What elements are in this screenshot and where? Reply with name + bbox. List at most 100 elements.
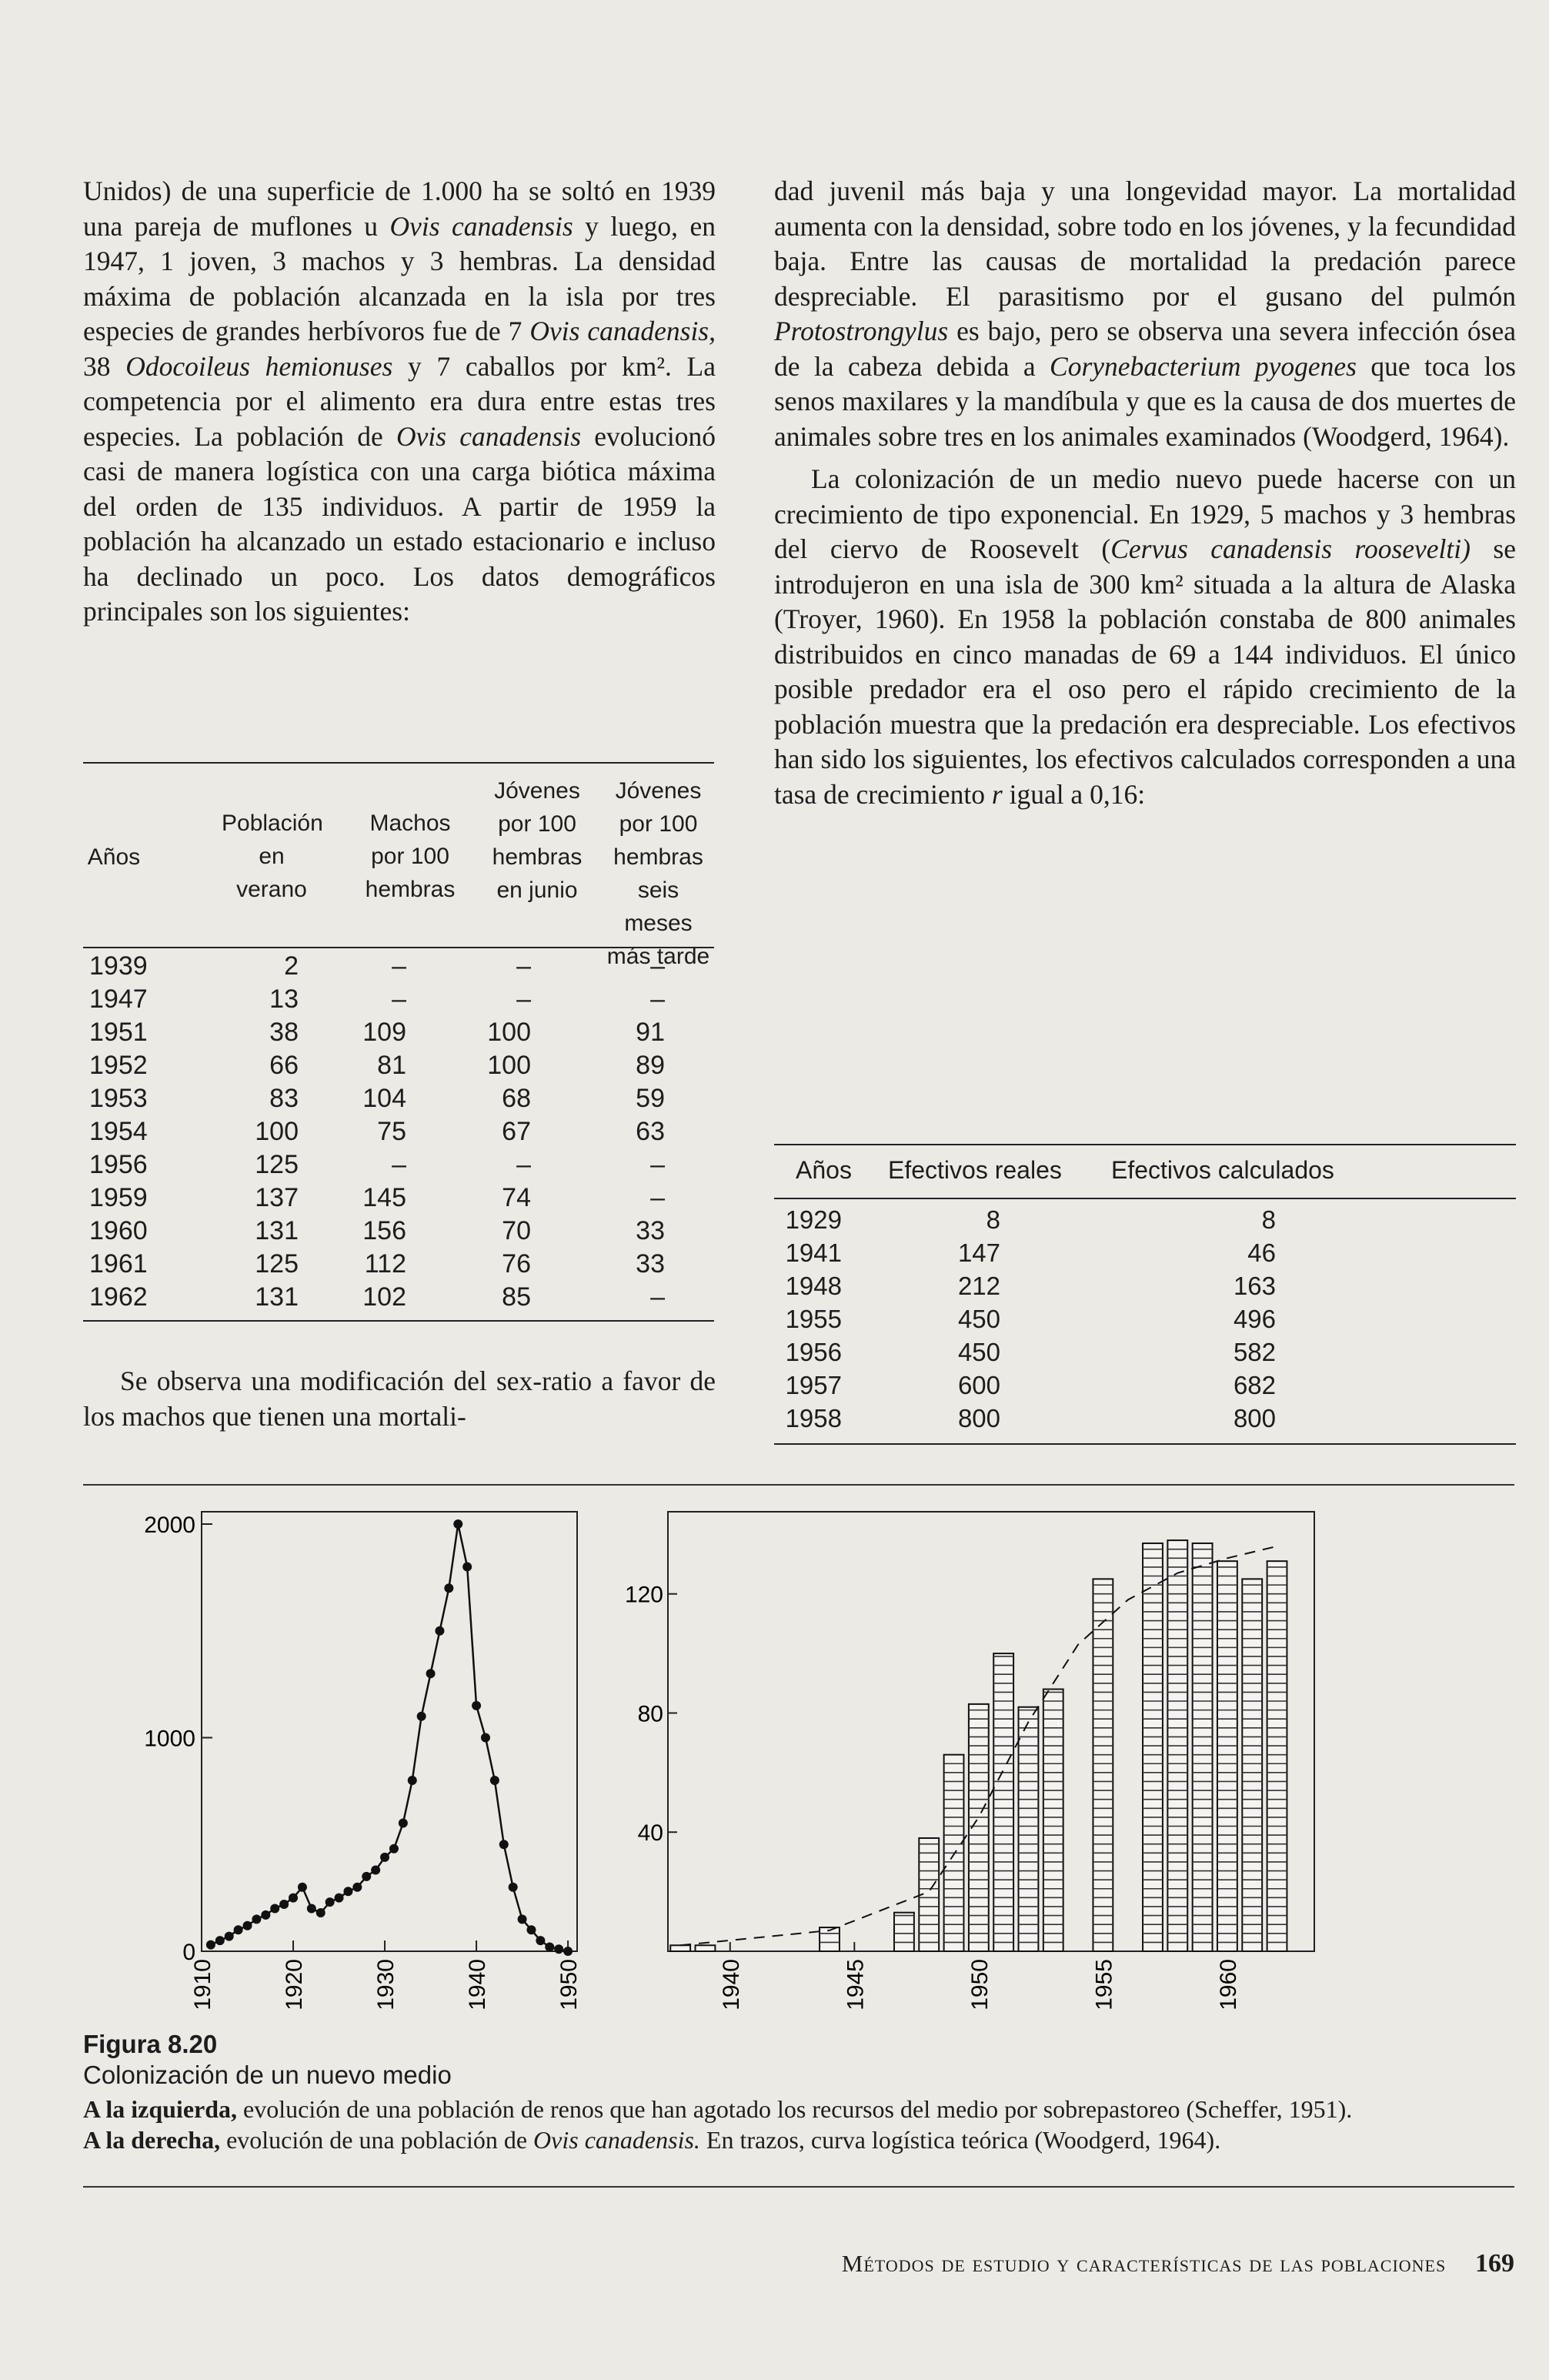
- table-cell: –: [516, 951, 531, 981]
- table-cell: 74: [502, 1183, 531, 1212]
- data-point: [233, 1925, 243, 1935]
- table-row: 1947 13 – – –: [83, 984, 714, 1018]
- table-cell: 75: [377, 1117, 406, 1146]
- data-point: [343, 1887, 353, 1897]
- data-point: [526, 1925, 536, 1935]
- data-point: [435, 1626, 445, 1636]
- table-row: 1929 8 8: [774, 1205, 1516, 1238]
- table-cell: 1929: [785, 1205, 842, 1234]
- figure-caption: Figura 8.20 Colonización de un nuevo med…: [83, 2029, 1514, 2155]
- table-cell: 156: [362, 1216, 406, 1245]
- paragraph: dad juvenil más baja y una longevidad ma…: [774, 175, 1516, 452]
- table-cell: 76: [502, 1249, 531, 1279]
- right-column: dad juvenil más baja y una longevidad ma…: [774, 174, 1516, 812]
- table-cell: 131: [255, 1282, 299, 1312]
- y-tick-label: 120: [625, 1583, 663, 1608]
- bar: [893, 1911, 915, 1952]
- y-tick-label: 40: [638, 1820, 663, 1846]
- table-cell: 67: [502, 1117, 531, 1146]
- data-point: [563, 1947, 573, 1956]
- table-row: 1951 38 109 100 91: [83, 1018, 714, 1051]
- table-cell: –: [650, 951, 665, 981]
- table-cell: 100: [487, 1051, 531, 1080]
- table-cell: 131: [255, 1216, 299, 1245]
- x-tick-label: 1910: [190, 1959, 215, 2009]
- table-cell: 682: [1233, 1371, 1276, 1399]
- figure-top-rule: [83, 1484, 1514, 1486]
- table-cell: 212: [957, 1272, 1000, 1300]
- table-cell: 63: [636, 1117, 665, 1146]
- data-point: [444, 1583, 454, 1593]
- table-row: 1959 137 145 74 –: [83, 1183, 714, 1216]
- table-cell: 1954: [89, 1117, 148, 1146]
- table-cell: 1947: [89, 984, 148, 1014]
- data-point: [215, 1936, 225, 1946]
- table-cell: 1960: [89, 1216, 148, 1245]
- table-cell: 450: [957, 1305, 1000, 1333]
- caption-bottom-rule: [83, 2186, 1514, 2188]
- paragraph: La colonización de un medio nuevo puede …: [774, 463, 1516, 810]
- data-point: [325, 1897, 335, 1907]
- caption-left: A la izquierda, evolución de una poblaci…: [83, 2095, 1353, 2123]
- table-row: 1955 450 496: [774, 1305, 1516, 1338]
- table-cell: 104: [362, 1084, 406, 1113]
- table-cell: 145: [362, 1183, 406, 1212]
- col-header-young-june: Jóvenes por 100 hembras en junio: [492, 778, 583, 903]
- data-point: [545, 1942, 555, 1952]
- table-row: 1956 125 – – –: [83, 1150, 714, 1183]
- table-cell: 800: [957, 1404, 1000, 1432]
- data-point: [407, 1776, 417, 1785]
- col-header-males: Machos por 100 hembras: [365, 811, 456, 902]
- data-point: [205, 1940, 215, 1950]
- col-header-years: Años: [87, 844, 141, 870]
- demographic-table: Años Población en verano Machos por 100 …: [83, 762, 714, 1322]
- bar: [993, 1653, 1015, 1952]
- table-cell: 1958: [785, 1404, 842, 1432]
- data-point: [489, 1776, 499, 1785]
- bar: [1042, 1688, 1064, 1952]
- table-cell: 137: [255, 1183, 299, 1212]
- table-cell: 450: [957, 1338, 1000, 1366]
- data-point: [472, 1700, 482, 1710]
- table-cell: –: [650, 1282, 665, 1312]
- x-tick-label: 1950: [967, 1959, 993, 2009]
- table-cell: 1953: [89, 1084, 148, 1113]
- page-footer: Métodos de estudio y características de …: [83, 2249, 1514, 2278]
- data-point: [508, 1882, 518, 1892]
- data-point: [554, 1944, 564, 1954]
- table-cell: –: [516, 984, 531, 1014]
- table-cell: 100: [487, 1018, 531, 1047]
- table-cell: 91: [636, 1018, 665, 1047]
- data-point: [334, 1893, 344, 1903]
- table-cell: –: [392, 951, 406, 981]
- bar: [1241, 1578, 1264, 1953]
- x-tick-label: 1930: [373, 1959, 399, 2009]
- data-point: [261, 1910, 271, 1920]
- table-cell: 109: [362, 1018, 406, 1047]
- table-row: 1948 212 163: [774, 1272, 1516, 1305]
- x-tick-label: 1920: [282, 1959, 307, 2009]
- paragraph: Unidos) de una superficie de 1.000 ha se…: [83, 175, 716, 627]
- data-point: [389, 1843, 399, 1854]
- x-tick-label: 1960: [1216, 1959, 1241, 2009]
- table-cell: 85: [502, 1282, 531, 1312]
- data-point: [224, 1931, 234, 1941]
- table-row: 1958 800 800: [774, 1404, 1516, 1437]
- population-table-header: Años Efectivos reales Efectivos calculad…: [774, 1144, 1516, 1199]
- data-point: [252, 1914, 262, 1924]
- bar: [1217, 1560, 1238, 1952]
- data-point: [371, 1865, 381, 1875]
- table-cell: 125: [255, 1150, 299, 1179]
- table-cell: –: [650, 1150, 665, 1179]
- bar: [1017, 1706, 1040, 1952]
- data-point: [416, 1711, 426, 1721]
- table-cell: –: [516, 1150, 531, 1179]
- x-tick-label: 1945: [843, 1959, 868, 2009]
- table-cell: 147: [957, 1238, 1000, 1267]
- table-cell: 496: [1233, 1305, 1276, 1333]
- data-point: [270, 1904, 280, 1914]
- data-point: [289, 1893, 299, 1903]
- bar: [1266, 1560, 1288, 1952]
- table-cell: 582: [1233, 1338, 1276, 1366]
- table-row: 1939 2 – – –: [83, 951, 714, 984]
